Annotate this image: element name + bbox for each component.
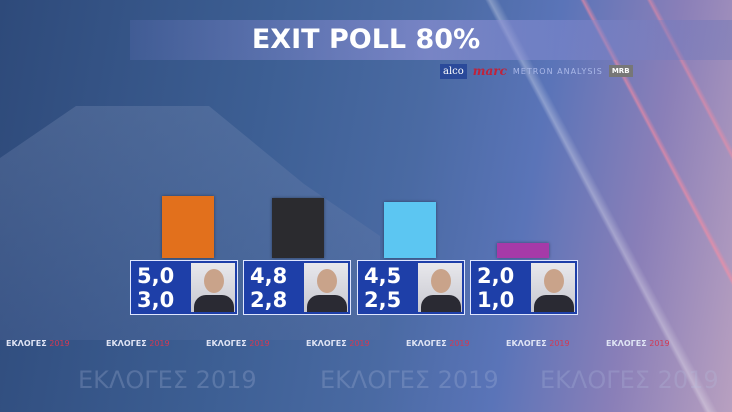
- candidate-photo: [190, 263, 235, 312]
- ticker-year: 2019: [149, 339, 170, 348]
- ticker-word: ΕΚΛΟΓΕΣ: [506, 339, 547, 348]
- candidate-photo: [417, 263, 462, 312]
- ticker-word: ΕΚΛΟΓΕΣ: [206, 339, 247, 348]
- logo-metron-analysis: METRON ANALYSIS: [512, 66, 603, 76]
- lower-value: 2,8: [250, 288, 288, 312]
- ticker-word: ΕΚΛΟΓΕΣ: [6, 339, 47, 348]
- ticker-item: ΕΚΛΟΓΕΣ 2019: [406, 339, 470, 348]
- bar-3: [497, 243, 549, 258]
- ticker-watermark: ΕΚΛΟΓΕΣ 2019: [540, 366, 719, 394]
- ticker-year: 2019: [449, 339, 470, 348]
- ticker-word: ΕΚΛΟΓΕΣ: [606, 339, 647, 348]
- lower-value: 3,0: [137, 288, 175, 312]
- watermark-word: ΕΚΛΟΓΕΣ: [320, 366, 430, 394]
- values: 5,0 3,0: [131, 261, 189, 314]
- values: 4,5 2,5: [358, 261, 416, 314]
- ticker-item: ΕΚΛΟΓΕΣ 2019: [506, 339, 570, 348]
- candidate-photo: [530, 263, 575, 312]
- result-box: 2,0 1,0: [470, 260, 578, 315]
- upper-value: 2,0: [477, 264, 515, 288]
- ticker-item: ΕΚΛΟΓΕΣ 2019: [106, 339, 170, 348]
- watermark-word: ΕΚΛΟΓΕΣ: [540, 366, 650, 394]
- photo-head: [543, 269, 564, 293]
- logo-marc: marc: [472, 64, 507, 78]
- ticker-word: ΕΚΛΟΓΕΣ: [406, 339, 447, 348]
- upper-value: 4,8: [250, 264, 288, 288]
- bar-2: [384, 201, 436, 258]
- watermark-word: ΕΚΛΟΓΕΣ: [78, 366, 188, 394]
- logo-alco: alco: [440, 63, 467, 79]
- watermark-year: 2019: [195, 366, 257, 394]
- photo-head: [430, 269, 451, 293]
- ticker-watermark: ΕΚΛΟΓΕΣ 2019: [78, 366, 257, 394]
- values: 4,8 2,8: [244, 261, 302, 314]
- bar-0: [162, 195, 214, 258]
- result-box: 4,5 2,5: [357, 260, 465, 315]
- pollster-logos: alco marc METRON ANALYSIS MRB: [440, 62, 633, 80]
- ticker-year: 2019: [349, 339, 370, 348]
- ticker-item: ΕΚΛΟΓΕΣ 2019: [306, 339, 370, 348]
- photo-suit: [306, 295, 347, 312]
- title-bar: [130, 20, 732, 60]
- photo-head: [316, 269, 337, 293]
- ticker-year: 2019: [249, 339, 270, 348]
- watermark-year: 2019: [657, 366, 719, 394]
- ticker-year: 2019: [649, 339, 670, 348]
- lower-value: 2,5: [364, 288, 402, 312]
- ticker-year: 2019: [549, 339, 570, 348]
- ticker-item: ΕΚΛΟΓΕΣ 2019: [606, 339, 670, 348]
- ticker-word: ΕΚΛΟΓΕΣ: [106, 339, 147, 348]
- result-box: 4,8 2,8: [243, 260, 351, 315]
- photo-head: [203, 269, 224, 293]
- upper-value: 5,0: [137, 264, 175, 288]
- candidate-photo: [303, 263, 348, 312]
- bar-1: [272, 198, 324, 258]
- photo-suit: [420, 295, 461, 312]
- result-box: 5,0 3,0: [130, 260, 238, 315]
- upper-value: 4,5: [364, 264, 402, 288]
- ticker-year: 2019: [49, 339, 70, 348]
- ticker-word: ΕΚΛΟΓΕΣ: [306, 339, 347, 348]
- photo-suit: [193, 295, 234, 312]
- logo-mrb: MRB: [608, 65, 633, 77]
- photo-suit: [533, 295, 574, 312]
- values: 2,0 1,0: [471, 261, 529, 314]
- lower-value: 1,0: [477, 288, 515, 312]
- ticker-item: ΕΚΛΟΓΕΣ 2019: [6, 339, 70, 348]
- chart-title: EXIT POLL 80%: [251, 24, 481, 55]
- ticker-watermark: ΕΚΛΟΓΕΣ 2019: [320, 366, 499, 394]
- ticker-item: ΕΚΛΟΓΕΣ 2019: [206, 339, 270, 348]
- watermark-year: 2019: [437, 366, 499, 394]
